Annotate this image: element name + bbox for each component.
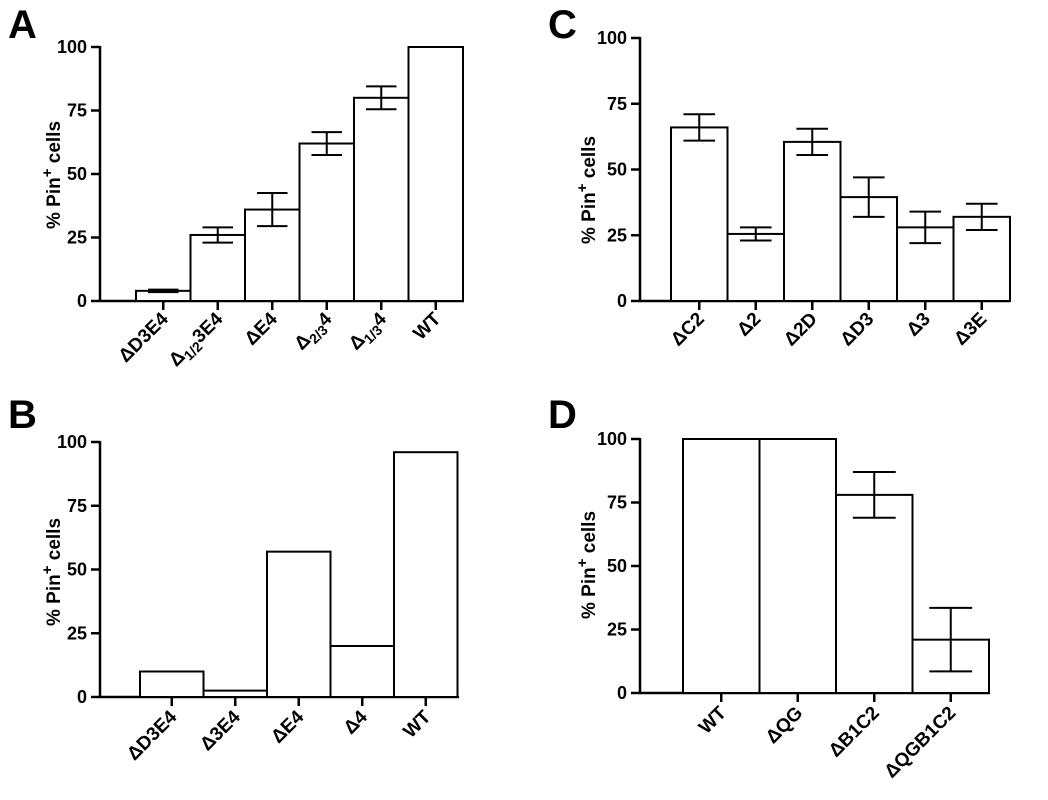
- y-label-text: cells: [579, 136, 600, 184]
- panel-letter: A: [8, 3, 37, 47]
- category-label: Δ4: [340, 706, 372, 738]
- y-label-superscript: +: [39, 565, 56, 574]
- bar: [758, 438, 837, 694]
- panel-letter: B: [8, 393, 37, 437]
- category-label: Δ3E: [950, 309, 991, 350]
- y-tick-label: 25: [67, 623, 87, 643]
- y-tick-label: 100: [57, 37, 87, 57]
- y-tick-label: 50: [67, 560, 87, 580]
- chart-panel-c: C % Pin+ cells 0 25 50 75 100 ΔC2 Δ2 Δ2D ΔD3 Δ3 Δ3E: [548, 3, 1011, 351]
- y-tick-label: 0: [617, 291, 627, 311]
- bar: [835, 493, 914, 694]
- y-axis-label: % Pin+ cells: [574, 511, 600, 619]
- y-label-text: % Pin: [44, 574, 65, 626]
- y-tick-label: 75: [607, 94, 627, 114]
- category-label: ΔQGB1C2: [881, 703, 961, 783]
- y-tick-label: 25: [607, 620, 627, 640]
- category-label: ΔB1C2: [825, 703, 884, 762]
- category-label: Δ3E4: [196, 706, 245, 755]
- category-label: Δ2: [733, 309, 765, 341]
- category-label: WT: [400, 706, 436, 742]
- y-tick-label: 75: [67, 101, 87, 121]
- y-label-superscript: +: [39, 168, 56, 177]
- y-tick-label: 25: [67, 228, 87, 248]
- bar: [393, 451, 459, 699]
- bar: [298, 142, 355, 302]
- y-axis-label: % Pin+ cells: [39, 121, 65, 229]
- y-axis-label: % Pin+ cells: [574, 136, 600, 244]
- y-axis-label: % Pin+ cells: [39, 518, 65, 626]
- bar: [670, 126, 729, 302]
- bar: [266, 550, 332, 699]
- bar: [783, 140, 842, 302]
- category-label: Δ2/34: [291, 308, 339, 356]
- y-tick-label: 50: [67, 164, 87, 184]
- category-label: WT: [410, 308, 446, 344]
- y-label-text: cells: [44, 121, 65, 169]
- y-tick-label: 25: [607, 225, 627, 245]
- category-label: Δ2D: [780, 309, 822, 351]
- panel-letter: D: [548, 393, 577, 437]
- y-tick-label: 75: [67, 496, 87, 516]
- y-label-text: cells: [44, 518, 65, 566]
- chart-panel-b: B % Pin+ cells 0 25 50 75 100 ΔD3E4 Δ3E4 ΔE4 Δ4 WT: [8, 393, 459, 765]
- category-label: WT: [695, 702, 731, 738]
- bar: [189, 233, 246, 303]
- bar: [329, 645, 395, 698]
- bar: [202, 689, 268, 698]
- category-label: ΔD3E4: [115, 308, 173, 366]
- y-label-text: % Pin: [579, 192, 600, 244]
- category-label: ΔC2: [667, 309, 709, 351]
- bar: [353, 96, 410, 302]
- y-tick-label: 100: [597, 28, 627, 48]
- y-label-superscript: +: [574, 558, 591, 567]
- bar: [139, 670, 205, 698]
- panel-letter: C: [548, 3, 577, 47]
- y-tick-label: 50: [607, 556, 627, 576]
- category-label: ΔD3E4: [123, 706, 181, 764]
- category-label: ΔE4: [241, 308, 282, 349]
- bar: [726, 232, 785, 302]
- y-label-text: cells: [579, 511, 600, 559]
- y-label-superscript: +: [574, 183, 591, 192]
- y-tick-label: 0: [77, 687, 87, 707]
- y-label-text: % Pin: [579, 567, 600, 619]
- y-tick-label: 0: [77, 291, 87, 311]
- bar: [407, 46, 464, 302]
- category-label: Δ3: [903, 309, 935, 341]
- y-tick-label: 100: [57, 432, 87, 452]
- y-tick-label: 75: [607, 493, 627, 513]
- category-label: ΔE4: [267, 706, 308, 747]
- y-tick-label: 100: [597, 429, 627, 449]
- category-label: ΔD3: [837, 309, 879, 351]
- y-tick-label: 50: [607, 160, 627, 180]
- category-label: Δ1/23E4: [165, 308, 230, 373]
- bar: [682, 438, 761, 694]
- y-label-text: % Pin: [44, 177, 65, 229]
- y-tick-label: 0: [617, 683, 627, 703]
- category-label: ΔQG: [762, 703, 807, 748]
- category-label: Δ1/34: [345, 308, 393, 356]
